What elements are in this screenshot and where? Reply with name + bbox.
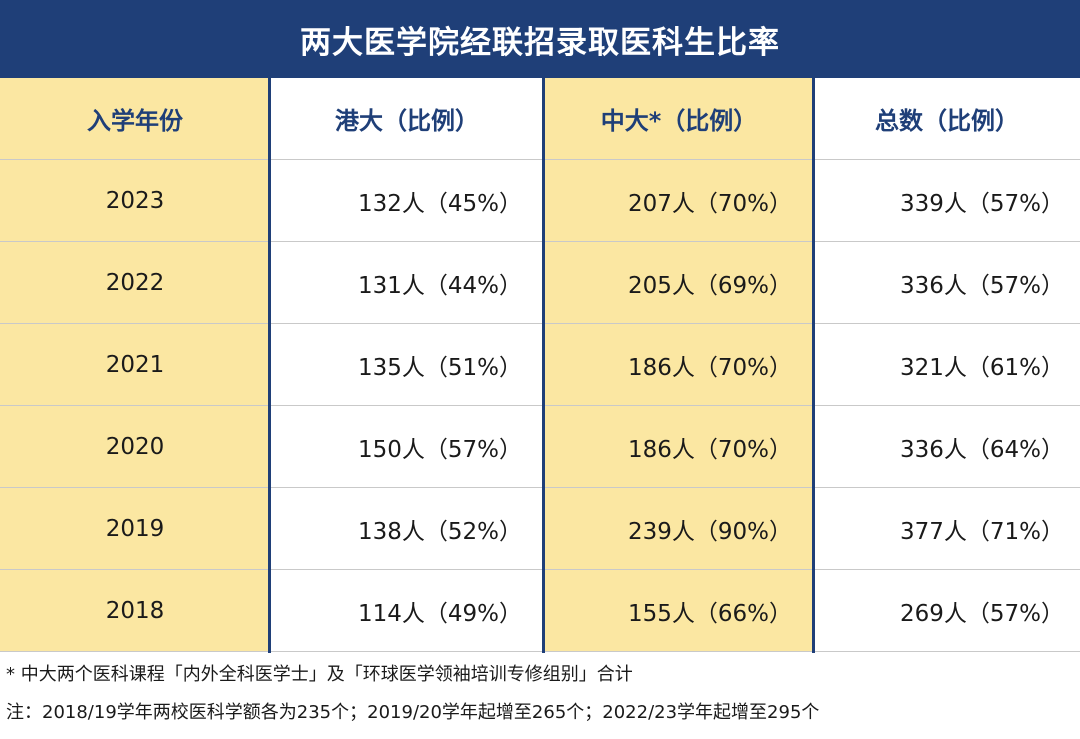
header-year: 入学年份	[0, 78, 270, 159]
table-row: 2021 135人（51%） 186人（70%） 321人（61%）	[0, 324, 1080, 406]
cell-year: 2021	[0, 324, 270, 405]
cell-total: 321人（61%）	[899, 354, 1064, 381]
cell-cuhk: 207人（70%）	[544, 160, 814, 241]
cell-year: 2019	[0, 488, 270, 569]
cell-year: 2018	[0, 570, 270, 651]
footnote-cuhk: * 中大两个医科课程「内外全科医学士」及「环球医学领袖培训专修组别」合计	[6, 664, 633, 685]
cell-cuhk: 186人（70%）	[544, 324, 814, 405]
cell-hku: 132人（45%）	[357, 190, 522, 217]
cell-year: 2023	[0, 160, 270, 241]
cell-total: 336人（57%）	[899, 272, 1064, 299]
table-row: 2020 150人（57%） 186人（70%） 336人（64%）	[0, 406, 1080, 488]
header-cuhk: 中大*（比例）	[544, 78, 814, 159]
cell-hku: 135人（51%）	[357, 354, 522, 381]
column-divider-1	[268, 78, 271, 653]
header-total: 总数（比例）	[875, 107, 1019, 135]
table-title: 两大医学院经联招录取医科生比率	[0, 0, 1080, 78]
cell-year: 2022	[0, 242, 270, 323]
column-divider-3	[812, 78, 815, 653]
column-divider-2	[542, 78, 545, 653]
cell-hku: 114人（49%）	[357, 600, 522, 627]
table-header-row: 入学年份 港大（比例） 中大*（比例） 总数（比例）	[0, 78, 1080, 160]
cell-cuhk: 186人（70%）	[544, 406, 814, 487]
cell-hku: 131人（44%）	[357, 272, 522, 299]
table-row: 2022 131人（44%） 205人（69%） 336人（57%）	[0, 242, 1080, 324]
cell-total: 377人（71%）	[899, 518, 1064, 545]
cell-hku: 138人（52%）	[357, 518, 522, 545]
header-hku: 港大（比例）	[335, 107, 479, 135]
table-row: 2018 114人（49%） 155人（66%） 269人（57%）	[0, 570, 1080, 652]
cell-cuhk: 155人（66%）	[544, 570, 814, 651]
cell-total: 339人（57%）	[899, 190, 1064, 217]
admission-table: 入学年份 港大（比例） 中大*（比例） 总数（比例） 2023 132人（45%）…	[0, 78, 1080, 653]
table-row: 2023 132人（45%） 207人（70%） 339人（57%）	[0, 160, 1080, 242]
cell-year: 2020	[0, 406, 270, 487]
cell-cuhk: 205人（69%）	[544, 242, 814, 323]
footnote-quota: 注：2018/19学年两校医科学额各为235个；2019/20学年起增至265个…	[6, 702, 820, 723]
cell-total: 269人（57%）	[899, 600, 1064, 627]
cell-total: 336人（64%）	[899, 436, 1064, 463]
cell-hku: 150人（57%）	[357, 436, 522, 463]
cell-cuhk: 239人（90%）	[544, 488, 814, 569]
table-row: 2019 138人（52%） 239人（90%） 377人（71%）	[0, 488, 1080, 570]
